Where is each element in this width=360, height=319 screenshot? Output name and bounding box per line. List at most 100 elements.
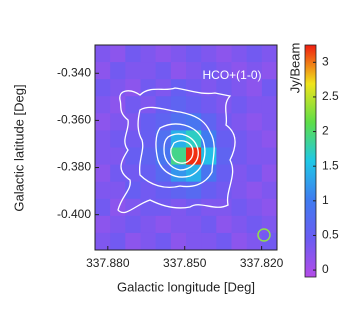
cell — [95, 164, 111, 183]
cell — [155, 79, 172, 97]
colorbar-tick-label: 1.5 — [322, 158, 339, 172]
cell — [261, 96, 278, 114]
cell — [201, 130, 217, 148]
contour — [117, 87, 236, 214]
cell — [231, 232, 248, 251]
x-axis-label: Galactic longitude [Deg] — [117, 279, 255, 294]
cell — [216, 181, 232, 200]
cell — [140, 164, 157, 183]
cell — [261, 147, 278, 166]
cell — [231, 79, 248, 97]
cell — [246, 181, 263, 200]
contour — [170, 140, 194, 164]
colorbar-tick-label: 3 — [322, 54, 329, 68]
cell — [110, 147, 126, 166]
cell — [246, 130, 263, 148]
cell — [201, 198, 217, 217]
cell — [261, 79, 278, 97]
cell — [125, 215, 141, 234]
cell — [216, 79, 232, 97]
cell — [110, 79, 126, 97]
beam — [257, 228, 271, 242]
cell — [110, 232, 126, 251]
cell — [216, 232, 232, 251]
cell — [201, 164, 217, 183]
cell — [231, 45, 248, 63]
cell — [155, 232, 172, 251]
x-tick-label: 337.820 — [240, 256, 284, 270]
colorbar-tick-label: 0.5 — [322, 228, 339, 242]
cell — [261, 181, 278, 200]
x-tick-label: 337.880 — [86, 256, 130, 270]
cell — [95, 96, 111, 114]
cell — [110, 96, 126, 114]
cell — [261, 164, 278, 183]
cell — [201, 181, 217, 200]
cell — [140, 232, 157, 251]
cell — [246, 45, 263, 63]
cell — [140, 130, 157, 148]
cell — [155, 164, 172, 183]
cell — [155, 113, 172, 131]
cell — [216, 45, 232, 63]
cell — [125, 62, 141, 80]
colorbar-tick-label: 0 — [322, 262, 329, 276]
cell — [246, 164, 263, 183]
cell — [95, 62, 111, 80]
cell — [125, 45, 141, 63]
cell — [246, 215, 263, 234]
cell — [155, 215, 172, 234]
cell — [170, 215, 187, 234]
cell — [95, 181, 111, 200]
cell — [231, 113, 248, 131]
cell — [155, 96, 172, 114]
cell — [201, 113, 217, 131]
cell — [95, 79, 111, 97]
cell — [140, 113, 157, 131]
cell — [170, 181, 187, 200]
cell — [95, 232, 111, 251]
cell — [186, 130, 202, 148]
cell — [95, 215, 111, 234]
cell — [261, 198, 278, 217]
cell — [110, 130, 126, 148]
colorbar-tick-label: 2 — [322, 124, 329, 138]
cell — [186, 62, 202, 80]
cell — [170, 45, 187, 63]
cell — [186, 45, 202, 63]
cell — [186, 232, 202, 251]
cell — [155, 45, 172, 63]
cell — [155, 198, 172, 217]
cell — [110, 181, 126, 200]
y-tick-label: -0.400 — [57, 207, 91, 221]
contour — [137, 106, 215, 189]
cell — [231, 62, 248, 80]
cell — [140, 96, 157, 114]
x-tick-label: 337.850 — [163, 256, 207, 270]
y-tick-label: -0.380 — [57, 160, 91, 174]
cell — [95, 45, 111, 63]
colorbar — [304, 44, 317, 278]
cell — [125, 147, 141, 166]
cell — [140, 79, 157, 97]
cell — [140, 198, 157, 217]
cell — [125, 96, 141, 114]
cell — [201, 215, 217, 234]
cell — [140, 215, 157, 234]
cell — [125, 130, 141, 148]
cell — [125, 198, 141, 217]
cell — [246, 96, 263, 114]
cell — [186, 215, 202, 234]
cell — [231, 164, 248, 183]
cell — [186, 96, 202, 114]
colorbar-tick-label: 2.5 — [322, 89, 339, 103]
cell — [110, 113, 126, 131]
cell — [261, 45, 278, 63]
cell — [201, 79, 217, 97]
cell — [110, 198, 126, 217]
cell — [95, 130, 111, 148]
cell — [95, 198, 111, 217]
cell — [170, 62, 187, 80]
cell — [170, 96, 187, 114]
